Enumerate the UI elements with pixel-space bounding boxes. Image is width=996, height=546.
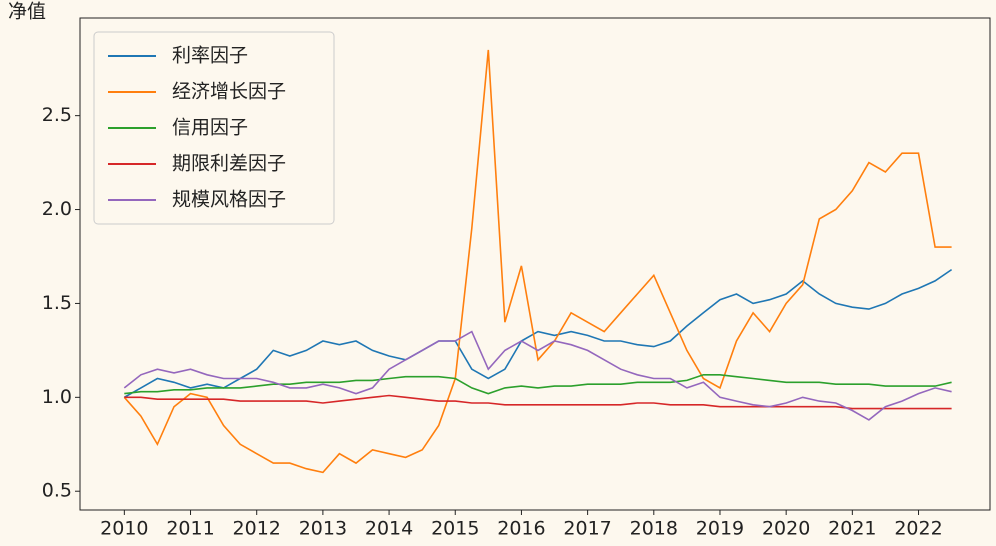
series-line bbox=[124, 374, 952, 395]
legend-label: 规模风格因子 bbox=[172, 189, 286, 211]
x-tick-label: 2020 bbox=[762, 518, 810, 540]
x-tick-label: 2014 bbox=[365, 518, 413, 540]
series-line bbox=[124, 394, 952, 410]
series-line bbox=[123, 330, 952, 421]
legend-label: 经济增长因子 bbox=[172, 81, 286, 103]
x-tick-label: 2012 bbox=[233, 518, 281, 540]
x-tick-label: 2013 bbox=[299, 518, 347, 540]
y-tick-label: 2.0 bbox=[42, 198, 72, 220]
x-tick-label: 2017 bbox=[563, 518, 611, 540]
plot-frame bbox=[79, 17, 991, 511]
y-axis-label: 净值 bbox=[8, 1, 46, 23]
x-tick-label: 2018 bbox=[630, 518, 678, 540]
x-tick-label: 2022 bbox=[894, 518, 942, 540]
legend-label: 期限利差因子 bbox=[172, 153, 286, 175]
series-line bbox=[123, 49, 952, 474]
x-tick-label: 2021 bbox=[828, 518, 876, 540]
series-line bbox=[123, 268, 953, 398]
x-tick-label: 2010 bbox=[100, 518, 148, 540]
legend-label: 信用因子 bbox=[172, 117, 248, 139]
y-tick-label: 1.0 bbox=[42, 386, 72, 408]
x-tick-label: 2015 bbox=[431, 518, 479, 540]
x-tick-label: 2016 bbox=[497, 518, 545, 540]
y-tick-label: 1.5 bbox=[42, 292, 72, 314]
x-tick-label: 2011 bbox=[166, 518, 214, 540]
y-tick-label: 0.5 bbox=[42, 480, 72, 502]
legend-label: 利率因子 bbox=[172, 45, 248, 67]
x-tick-label: 2019 bbox=[696, 518, 744, 540]
legend-box bbox=[93, 31, 335, 225]
y-tick-label: 2.5 bbox=[42, 104, 72, 126]
